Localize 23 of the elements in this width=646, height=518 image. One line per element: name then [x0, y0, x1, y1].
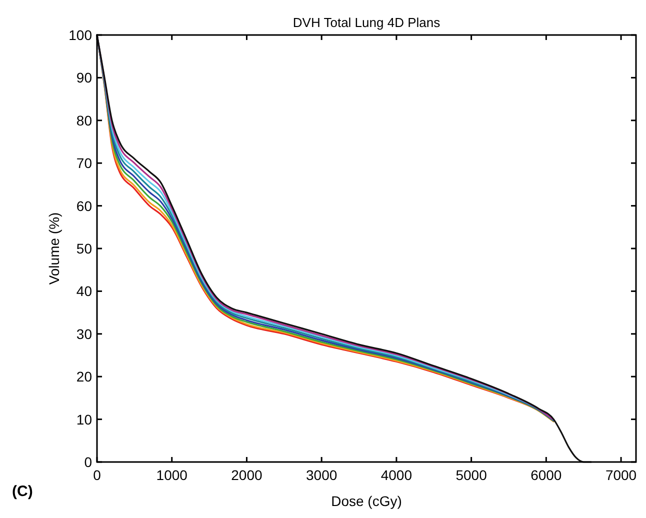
y-tick-label: 20: [76, 368, 92, 385]
x-tick-label: 1000: [156, 467, 188, 483]
y-tick-label: 70: [76, 155, 92, 172]
y-tick-label: 30: [76, 326, 92, 342]
x-tick-label: 5000: [456, 467, 488, 483]
x-tick-label: 3000: [306, 467, 338, 483]
x-axis-title: Dose (cGy): [331, 493, 402, 509]
y-tick-label: 10: [76, 411, 92, 428]
x-tick-label: 4000: [380, 467, 412, 483]
y-tick-label: 100: [68, 27, 92, 43]
text: (C): [12, 483, 33, 500]
y-tick-label: 90: [76, 70, 92, 86]
line-series: [96, 34, 592, 463]
y-tick-label: 50: [76, 240, 92, 256]
y-tick-label: 80: [76, 112, 92, 128]
x-tick-label: 6000: [530, 467, 562, 483]
y-tick-label: 60: [76, 198, 92, 214]
y-tick-label: 0: [84, 454, 92, 470]
x-tick-label: 2000: [231, 467, 263, 483]
y-axis-title: Volume (%): [46, 212, 62, 285]
x-tick-label: 7000: [605, 467, 637, 483]
chart-title: DVH Total Lung 4D Plans: [292, 15, 441, 30]
y-tick-label: 40: [76, 283, 92, 300]
